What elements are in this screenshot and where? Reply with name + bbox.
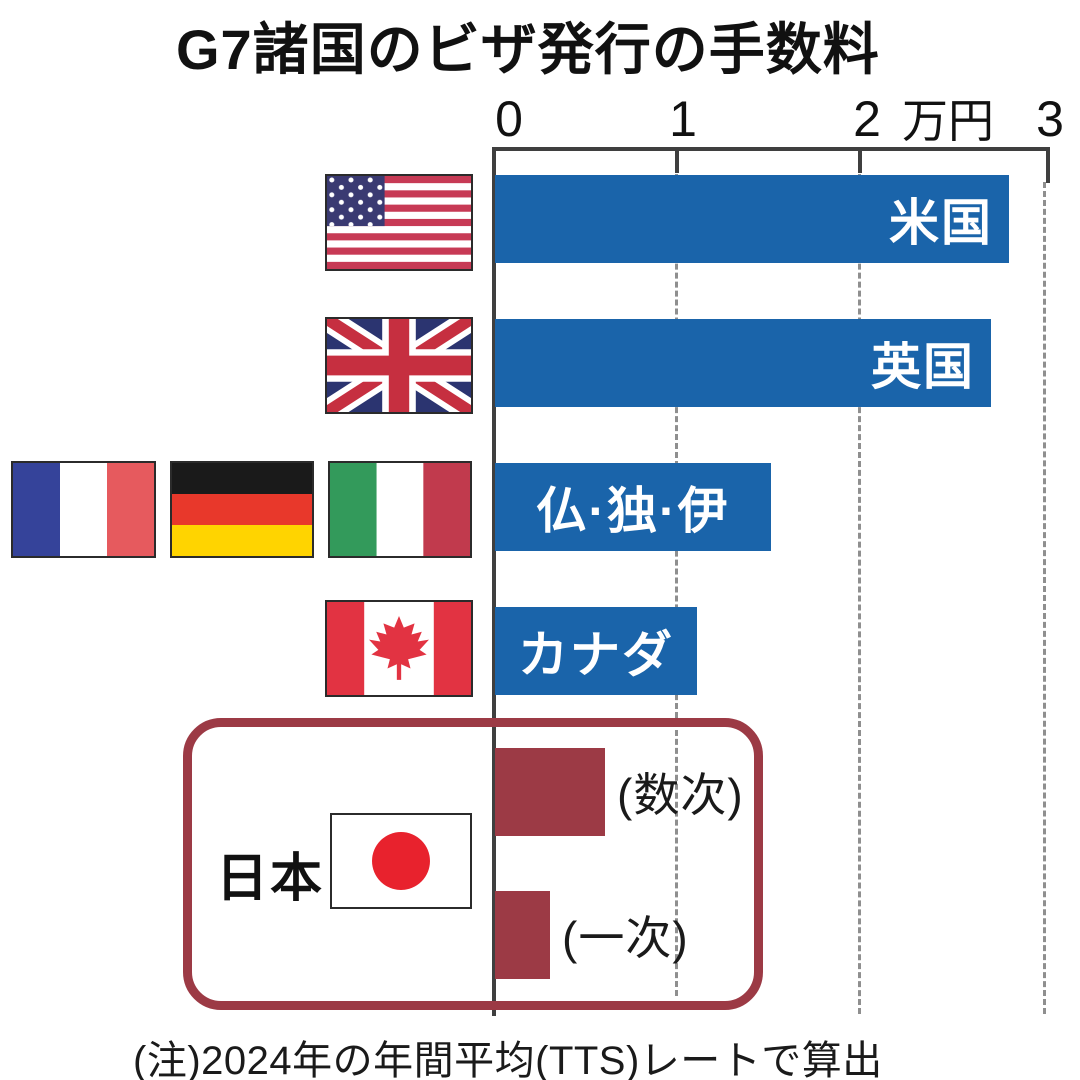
bar-france-germany-italy: 仏·独·伊: [495, 463, 771, 551]
japan-flag-icon: [330, 813, 472, 909]
x-tick-label-2: 2: [853, 91, 881, 147]
canada-flag-icon: [325, 600, 473, 697]
bar-row-canada: カナダ: [495, 607, 1055, 695]
france-flag-icon: [11, 461, 156, 558]
bar-label-canada: カナダ: [518, 627, 674, 683]
x-tick-label-0: 0: [495, 91, 523, 147]
uk-flag-icon: [325, 317, 473, 414]
bar-row-japan-multiple-entry: (数次): [495, 748, 1055, 836]
bar-united-states: 米国: [495, 175, 1009, 263]
bar-canada: カナダ: [495, 607, 697, 695]
bar-row-united-states: 米国: [495, 175, 1055, 263]
bar-label-united-states: 米国: [889, 195, 993, 251]
page-title: G7諸国のビザ発行の手数料: [176, 18, 880, 81]
gridline-2: [858, 174, 861, 1014]
bar-label-united-kingdom: 英国: [871, 339, 975, 395]
gridline-1: [675, 174, 678, 996]
bar-row-france-germany-italy: 仏·独·伊: [495, 463, 1055, 551]
bar-japan-multiple-entry: [495, 748, 605, 836]
x-tick-label-1: 1: [669, 91, 697, 147]
bar-japan-single-entry: [495, 891, 550, 979]
x-tick-1: [675, 147, 679, 173]
x-tick-3: [1046, 147, 1050, 183]
bar-label-japan-single-entry: (一次): [562, 912, 689, 964]
gridline-3: [1043, 182, 1046, 1014]
bar-united-kingdom: 英国: [495, 319, 991, 407]
x-axis-unit-label: 万円: [902, 95, 994, 147]
y-axis-line: [492, 147, 496, 1016]
x-tick-2: [858, 147, 862, 173]
bar-label-japan-multiple-entry: (数次): [617, 769, 744, 821]
x-axis-line: [493, 147, 1050, 151]
bar-row-japan-single-entry: (一次): [495, 891, 1055, 979]
footnote: (注)2024年の年間平均(TTS)レートで算出: [133, 1039, 883, 1080]
japan-group-label: 日本: [216, 850, 325, 908]
bar-label-france-germany-italy: 仏·独·伊: [536, 483, 730, 539]
bar-row-united-kingdom: 英国: [495, 319, 1055, 407]
us-flag-icon: [325, 174, 473, 271]
germany-flag-icon: [170, 461, 314, 558]
italy-flag-icon: [328, 461, 472, 558]
x-tick-label-3: 3: [1036, 91, 1064, 147]
